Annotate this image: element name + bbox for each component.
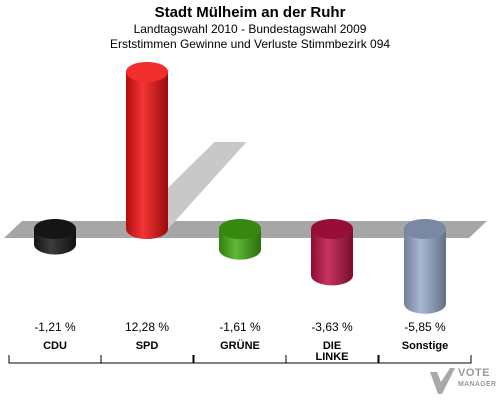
category-label: LINKE <box>316 351 349 363</box>
chart-subtitle-election: Landtagswahl 2010 - Bundestagswahl 2009 <box>133 22 367 36</box>
category-bracket <box>378 355 472 364</box>
bar-top <box>311 219 353 239</box>
category-label: Sonstige <box>402 340 448 352</box>
category-label: SPD <box>136 340 159 352</box>
value-label: 12,28 % <box>125 320 169 334</box>
value-label: -1,61 % <box>219 320 261 334</box>
bar-top <box>219 219 261 239</box>
bars <box>34 62 446 314</box>
bar-top <box>34 219 76 239</box>
category-bracket <box>193 355 287 364</box>
category-label: GRÜNE <box>220 339 260 352</box>
bar-top <box>126 62 168 82</box>
value-label: -3,63 % <box>311 320 353 334</box>
value-label: -5,85 % <box>404 320 446 334</box>
chart-title: Stadt Mülheim an der Ruhr <box>154 4 346 21</box>
category-label: DIE <box>323 340 341 352</box>
logo-line-vote: VOTE <box>458 367 490 379</box>
category-bracket <box>8 355 102 364</box>
bar <box>404 219 446 314</box>
chart-subtitle-district: Erststimmen Gewinne und Verluste Stimmbe… <box>109 37 391 51</box>
bar <box>126 62 168 239</box>
vote-manager-logo: VOTE MANAGER <box>428 366 500 396</box>
category-bracket <box>100 355 194 364</box>
chart-header: Stadt Mülheim an der Ruhr Landtagswahl 2… <box>0 0 500 52</box>
category-bracket <box>285 355 379 364</box>
value-label: -1,21 % <box>34 320 76 334</box>
logo-text: VOTE MANAGER <box>458 368 496 390</box>
checkmark-icon <box>430 368 455 394</box>
bar-top <box>404 219 446 239</box>
logo-line-manager: MANAGER <box>458 381 497 388</box>
value-labels: -1,21 % 12,28 % -1,61 % -3,63 % -5,85 % <box>34 320 446 334</box>
category-label: CDU <box>43 340 67 352</box>
